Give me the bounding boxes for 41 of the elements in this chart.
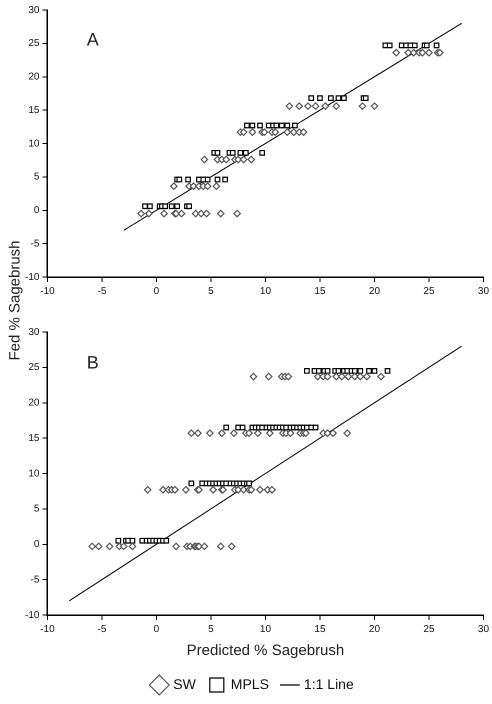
y-tick-label: 30: [28, 4, 40, 16]
x-tick-label: 25: [423, 286, 435, 297]
y-tick-label: 0: [34, 539, 40, 550]
y-tick-label: 5: [34, 172, 40, 183]
y-tick-label: 25: [28, 38, 40, 50]
x-tick-label: 30: [478, 286, 490, 297]
y-axis-title: Fed % Sagebrush: [6, 239, 24, 363]
x-tick-label: 20: [368, 624, 380, 635]
x-tick-label: -5: [98, 286, 107, 297]
x-tick-label: 15: [314, 624, 326, 635]
x-tick-label: 15: [314, 286, 326, 297]
y-tick-label: -5: [30, 238, 40, 250]
x-tick-label: 10: [260, 624, 272, 635]
x-tick-label: 5: [208, 624, 214, 635]
y-tick-label: -10: [25, 272, 40, 283]
y-tick-label: -10: [25, 610, 40, 621]
y-tick-label: -5: [30, 574, 40, 586]
text: A: [86, 29, 99, 50]
y-tick-label: 15: [28, 432, 40, 444]
y-tick-label: 10: [28, 138, 40, 150]
x-tick-label: -5: [98, 624, 107, 635]
y-tick-label: 10: [28, 468, 40, 480]
y-tick-label: 30: [28, 326, 40, 338]
text: B: [86, 352, 99, 373]
y-tick-label: 0: [34, 205, 40, 216]
y-tick-label: 15: [28, 104, 40, 116]
y-tick-label: 5: [34, 504, 40, 515]
x-tick-label: 30: [478, 624, 490, 635]
y-tick-label: 20: [28, 398, 40, 408]
legend-label: 1:1 Line: [304, 676, 354, 692]
x-tick-label: 10: [260, 286, 272, 297]
y-tick-label: 20: [28, 72, 40, 82]
x-tick-label: 0: [154, 624, 160, 635]
x-tick-label: 0: [154, 286, 160, 297]
x-tick-label: 20: [368, 286, 380, 297]
y-tick-label: 25: [28, 362, 40, 374]
legend-label: MPLS: [230, 676, 269, 692]
legend-label: SW: [173, 676, 197, 692]
x-tick-label: 25: [423, 624, 435, 635]
x-tick-label: 5: [208, 286, 214, 297]
x-axis-title: Predicted % Sagebrush: [186, 642, 344, 660]
